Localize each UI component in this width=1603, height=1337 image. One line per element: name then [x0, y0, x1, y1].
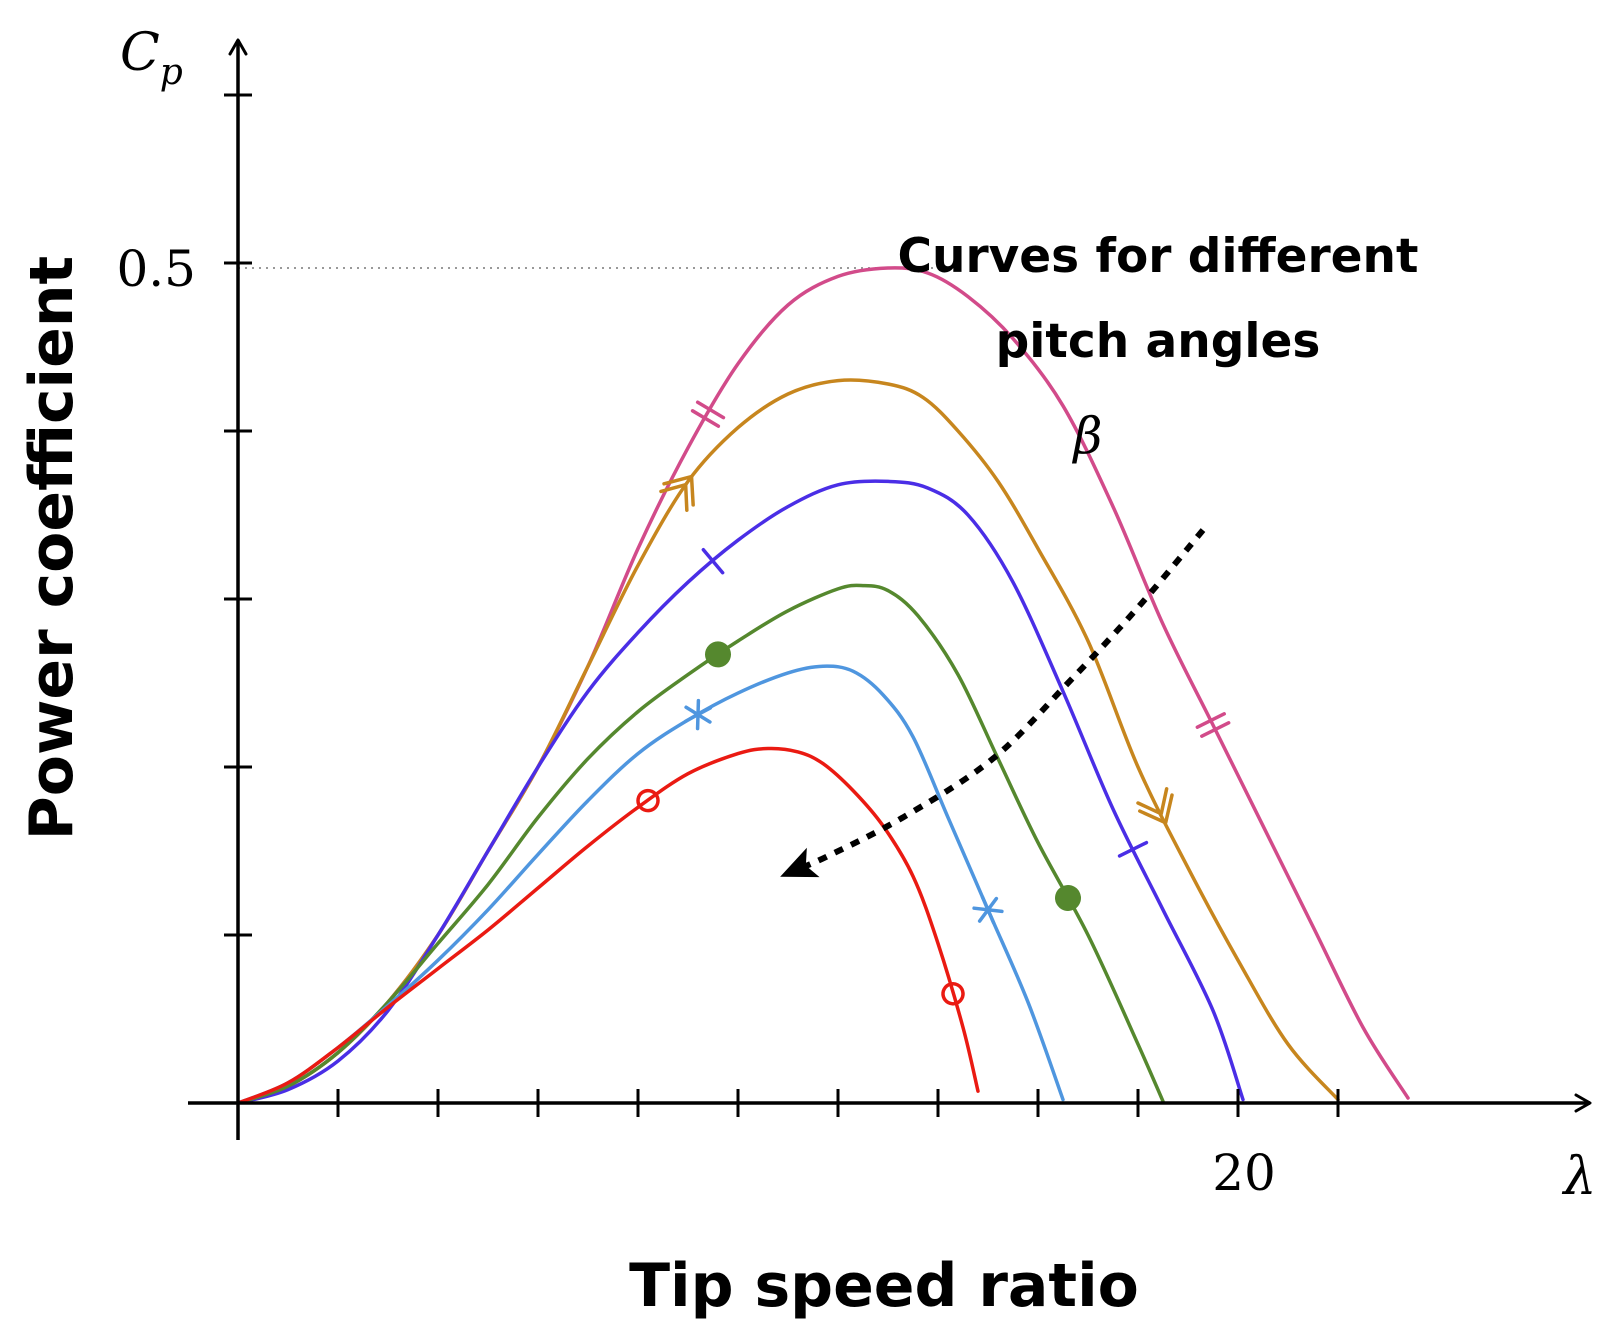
pitch-trend-arrowhead: [780, 847, 820, 878]
marker-pitch-1-1: [690, 400, 726, 428]
y-axis-label: Power coefficient: [17, 256, 87, 840]
y-axis-symbol-subscript: p: [160, 52, 183, 93]
series-line-pitch-5: [236, 664, 1065, 1105]
ticks-group: [224, 93, 1340, 1117]
marker-pitch-4-2-dot: [1055, 885, 1081, 911]
marker-pitch-3-2: [1117, 840, 1149, 858]
x-tick-label-20: 20: [1212, 1144, 1276, 1202]
marker-pitch-5-1-spoke-2: [695, 698, 701, 731]
marker-pitch-1-2-tick-b: [1200, 721, 1231, 738]
marker-pitch-3-1-tick: [701, 547, 725, 575]
marker-pitch-2-1: [659, 474, 695, 512]
marker-pitch-1-1-tick-b: [695, 400, 726, 420]
marker-pitch-3-1: [701, 547, 725, 575]
marker-pitch-4-1-dot: [705, 641, 731, 668]
x-axis-symbol: λ: [1562, 1147, 1597, 1207]
annotation-beta-symbol: β: [1072, 407, 1103, 465]
series-line-pitch-1: [236, 266, 1410, 1105]
marker-pitch-6-1: [636, 788, 660, 813]
marker-pitch-6-2: [941, 982, 965, 1006]
marker-pitch-1-2: [1195, 712, 1231, 738]
marker-group: [636, 400, 1231, 1006]
y-axis-symbol: Cp: [120, 23, 183, 93]
marker-pitch-4-1: [705, 641, 731, 668]
x-axis-label: Tip speed ratio: [629, 1251, 1139, 1321]
marker-pitch-2-1-head-b: [659, 482, 689, 512]
marker-pitch-2-2-head-a: [1138, 793, 1174, 825]
pitch-trend-line: [791, 528, 1206, 874]
marker-pitch-5-2-spoke-2: [972, 906, 1004, 914]
pitch-trend-arrowhead-shape: [780, 847, 820, 878]
series-line-pitch-4: [236, 583, 1165, 1105]
annotation-line-1: Curves for different: [898, 229, 1419, 284]
marker-pitch-6-2-ring: [941, 982, 965, 1006]
pitch-trend-group: [780, 528, 1206, 878]
marker-pitch-3-2-tick: [1117, 840, 1149, 858]
marker-pitch-2-2-head-b: [1136, 787, 1169, 816]
marker-pitch-1-1-tick-a: [690, 409, 721, 428]
marker-pitch-2-2: [1136, 787, 1174, 825]
y-tick-label-0-5: 0.5: [116, 240, 196, 298]
marker-pitch-5-2: [972, 895, 1004, 925]
y-axis-symbol-main: C: [120, 23, 160, 83]
marker-pitch-1-2-tick-a: [1195, 712, 1226, 729]
marker-pitch-6-1-ring: [636, 788, 660, 813]
axes-group: [188, 38, 1592, 1140]
series-group: [236, 266, 1410, 1105]
series-line-pitch-6: [236, 746, 980, 1105]
annotation-line-2: pitch angles: [996, 314, 1321, 369]
marker-pitch-5-1: [683, 698, 713, 731]
marker-pitch-4-2: [1055, 885, 1081, 911]
marker-pitch-2-1-head-a: [662, 474, 695, 507]
series-line-pitch-3: [236, 479, 1245, 1105]
